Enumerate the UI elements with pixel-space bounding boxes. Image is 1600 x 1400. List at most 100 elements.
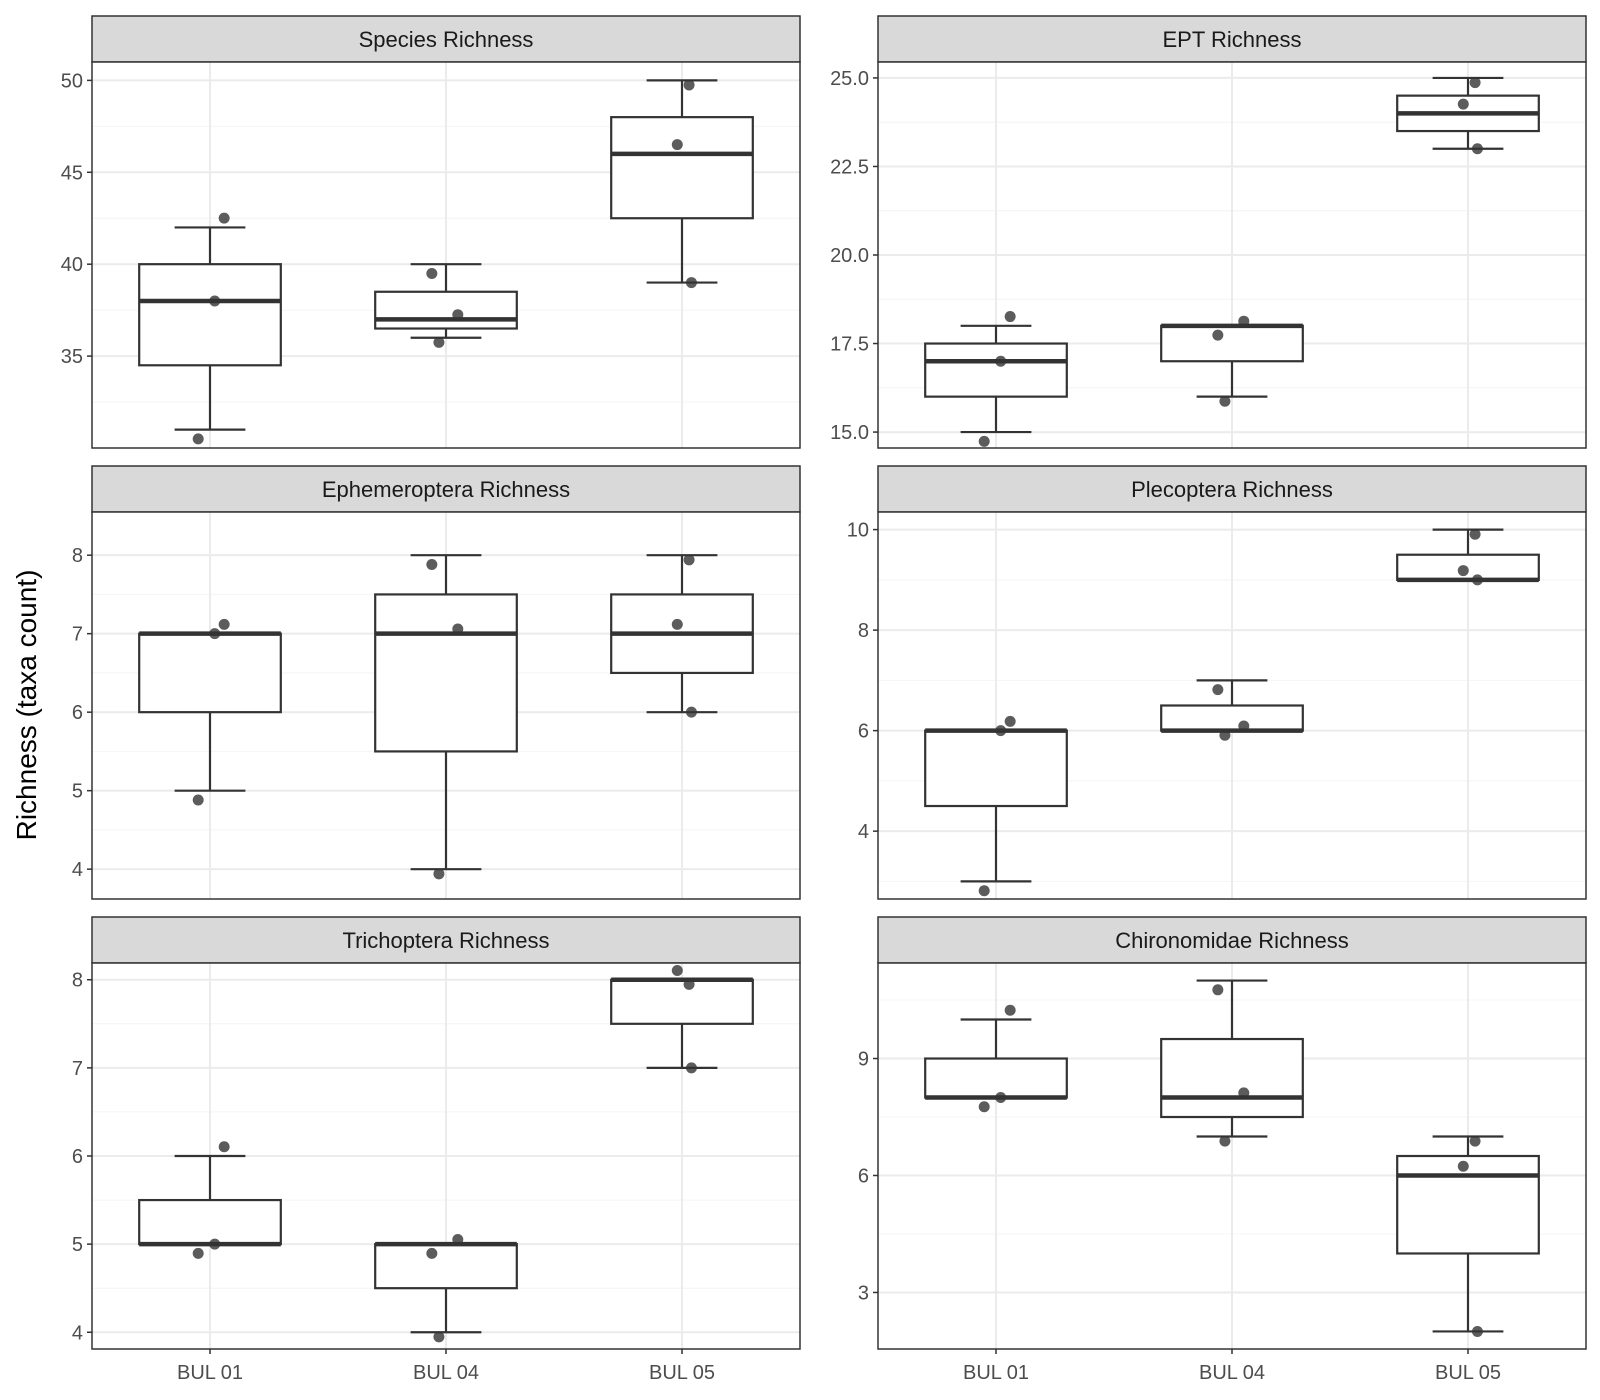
iqr-box (924, 729, 1068, 808)
y-tick-label: 9 (858, 1049, 869, 1071)
data-point (1212, 329, 1224, 341)
data-point (671, 139, 683, 151)
iqr-box (1160, 704, 1304, 732)
y-tick-label: 22.5 (830, 156, 869, 178)
y-tick-label: 7 (72, 1058, 83, 1080)
data-point (1238, 720, 1250, 732)
panel-5: Trichoptera Richness 4 5 6 7 8 BUL 01 BUL 04 BUL… (72, 916, 801, 1384)
box-bul-04 (1160, 979, 1304, 1138)
data-point (683, 79, 695, 91)
box-bul-05 (1396, 1135, 1540, 1333)
data-point (1238, 315, 1250, 327)
panel-strip (877, 465, 1587, 513)
box-bul-04 (374, 554, 518, 871)
y-tick-label: 3 (858, 1282, 869, 1304)
y-tick-label: 50 (61, 70, 83, 92)
panel-strip (877, 916, 1587, 964)
iqr-box (374, 593, 518, 753)
y-tick-label: 35 (61, 346, 83, 368)
panel-1: Species Richness 35 40 45 50 (61, 15, 801, 449)
y-tick-label: 6 (72, 1146, 83, 1168)
data-point (452, 623, 464, 635)
box-bul-04 (374, 1241, 518, 1334)
panel-title: EPT Richness (1163, 27, 1302, 52)
data-point (218, 212, 230, 224)
y-tick-label: 17.5 (830, 334, 869, 356)
data-point (1471, 143, 1483, 155)
data-point (1212, 984, 1224, 996)
iqr-box (1396, 553, 1540, 581)
data-point (685, 706, 697, 718)
y-axis-title: Richness (taxa count) (11, 570, 42, 841)
data-point (995, 355, 1007, 367)
x-tick-label: BUL 01 (963, 1362, 1029, 1384)
data-point (978, 885, 990, 897)
data-point (209, 628, 221, 640)
iqr-box (374, 1243, 518, 1290)
data-point (1219, 1135, 1231, 1147)
box-bul-05 (610, 977, 754, 1069)
data-point (1238, 1087, 1250, 1099)
x-tick-label: BUL 04 (1199, 1362, 1265, 1384)
box-bul-05 (610, 79, 754, 284)
iqr-box (924, 342, 1068, 398)
x-tick-label: BUL 04 (413, 1362, 479, 1384)
y-tick-label: 8 (858, 620, 869, 642)
data-point (426, 267, 438, 279)
data-point (452, 1233, 464, 1245)
y-tick-label: 4 (72, 1322, 83, 1344)
data-point (683, 978, 695, 990)
panel-4: Plecoptera Richness 4 6 8 10 (847, 465, 1587, 900)
y-tick-label: 8 (72, 970, 83, 992)
box-bul-04 (374, 263, 518, 339)
panel-border (877, 61, 1587, 449)
box-bul-01 (924, 1018, 1068, 1100)
data-point (995, 1092, 1007, 1104)
data-point (192, 433, 204, 445)
panel-border (91, 511, 801, 900)
data-point (685, 277, 697, 289)
panel-strip (91, 465, 801, 513)
data-point (978, 435, 990, 447)
y-tick-label: 10 (847, 520, 869, 542)
data-point (1457, 98, 1469, 110)
y-tick-label: 5 (72, 1234, 83, 1256)
y-tick-label: 4 (72, 859, 83, 881)
panel-border (877, 511, 1587, 900)
data-point (218, 618, 230, 630)
data-point (1457, 1160, 1469, 1172)
y-tick-label: 4 (858, 821, 869, 843)
panel-title: Species Richness (359, 27, 534, 52)
data-point (1471, 1325, 1483, 1337)
panel-strip (91, 15, 801, 63)
data-point (209, 295, 221, 307)
data-point (1469, 1135, 1481, 1147)
data-point (1457, 565, 1469, 577)
panel-title: Ephemeroptera Richness (322, 477, 570, 502)
data-point (433, 1331, 445, 1343)
data-point (1004, 715, 1016, 727)
box-bul-05 (610, 554, 754, 714)
data-point (1469, 528, 1481, 540)
y-tick-label: 8 (72, 545, 83, 567)
data-point (1219, 729, 1231, 741)
data-point (209, 1238, 221, 1250)
data-point (671, 964, 683, 976)
iqr-box (924, 1057, 1068, 1099)
y-tick-label: 20.0 (830, 245, 869, 267)
data-point (218, 1141, 230, 1153)
panel-3: Ephemeroptera Richness 4 5 6 7 8 (72, 465, 801, 900)
data-point (683, 554, 695, 566)
iqr-box (610, 116, 754, 220)
data-point (1469, 77, 1481, 89)
data-point (1004, 1004, 1016, 1016)
x-tick-label: BUL 05 (649, 1362, 715, 1384)
x-tick-label: BUL 05 (1435, 1362, 1501, 1384)
data-point (433, 336, 445, 348)
data-point (192, 1247, 204, 1259)
panel-border (91, 61, 801, 449)
y-tick-label: 45 (61, 162, 83, 184)
iqr-box (374, 290, 518, 330)
box-bul-01 (138, 631, 282, 792)
data-point (192, 794, 204, 806)
